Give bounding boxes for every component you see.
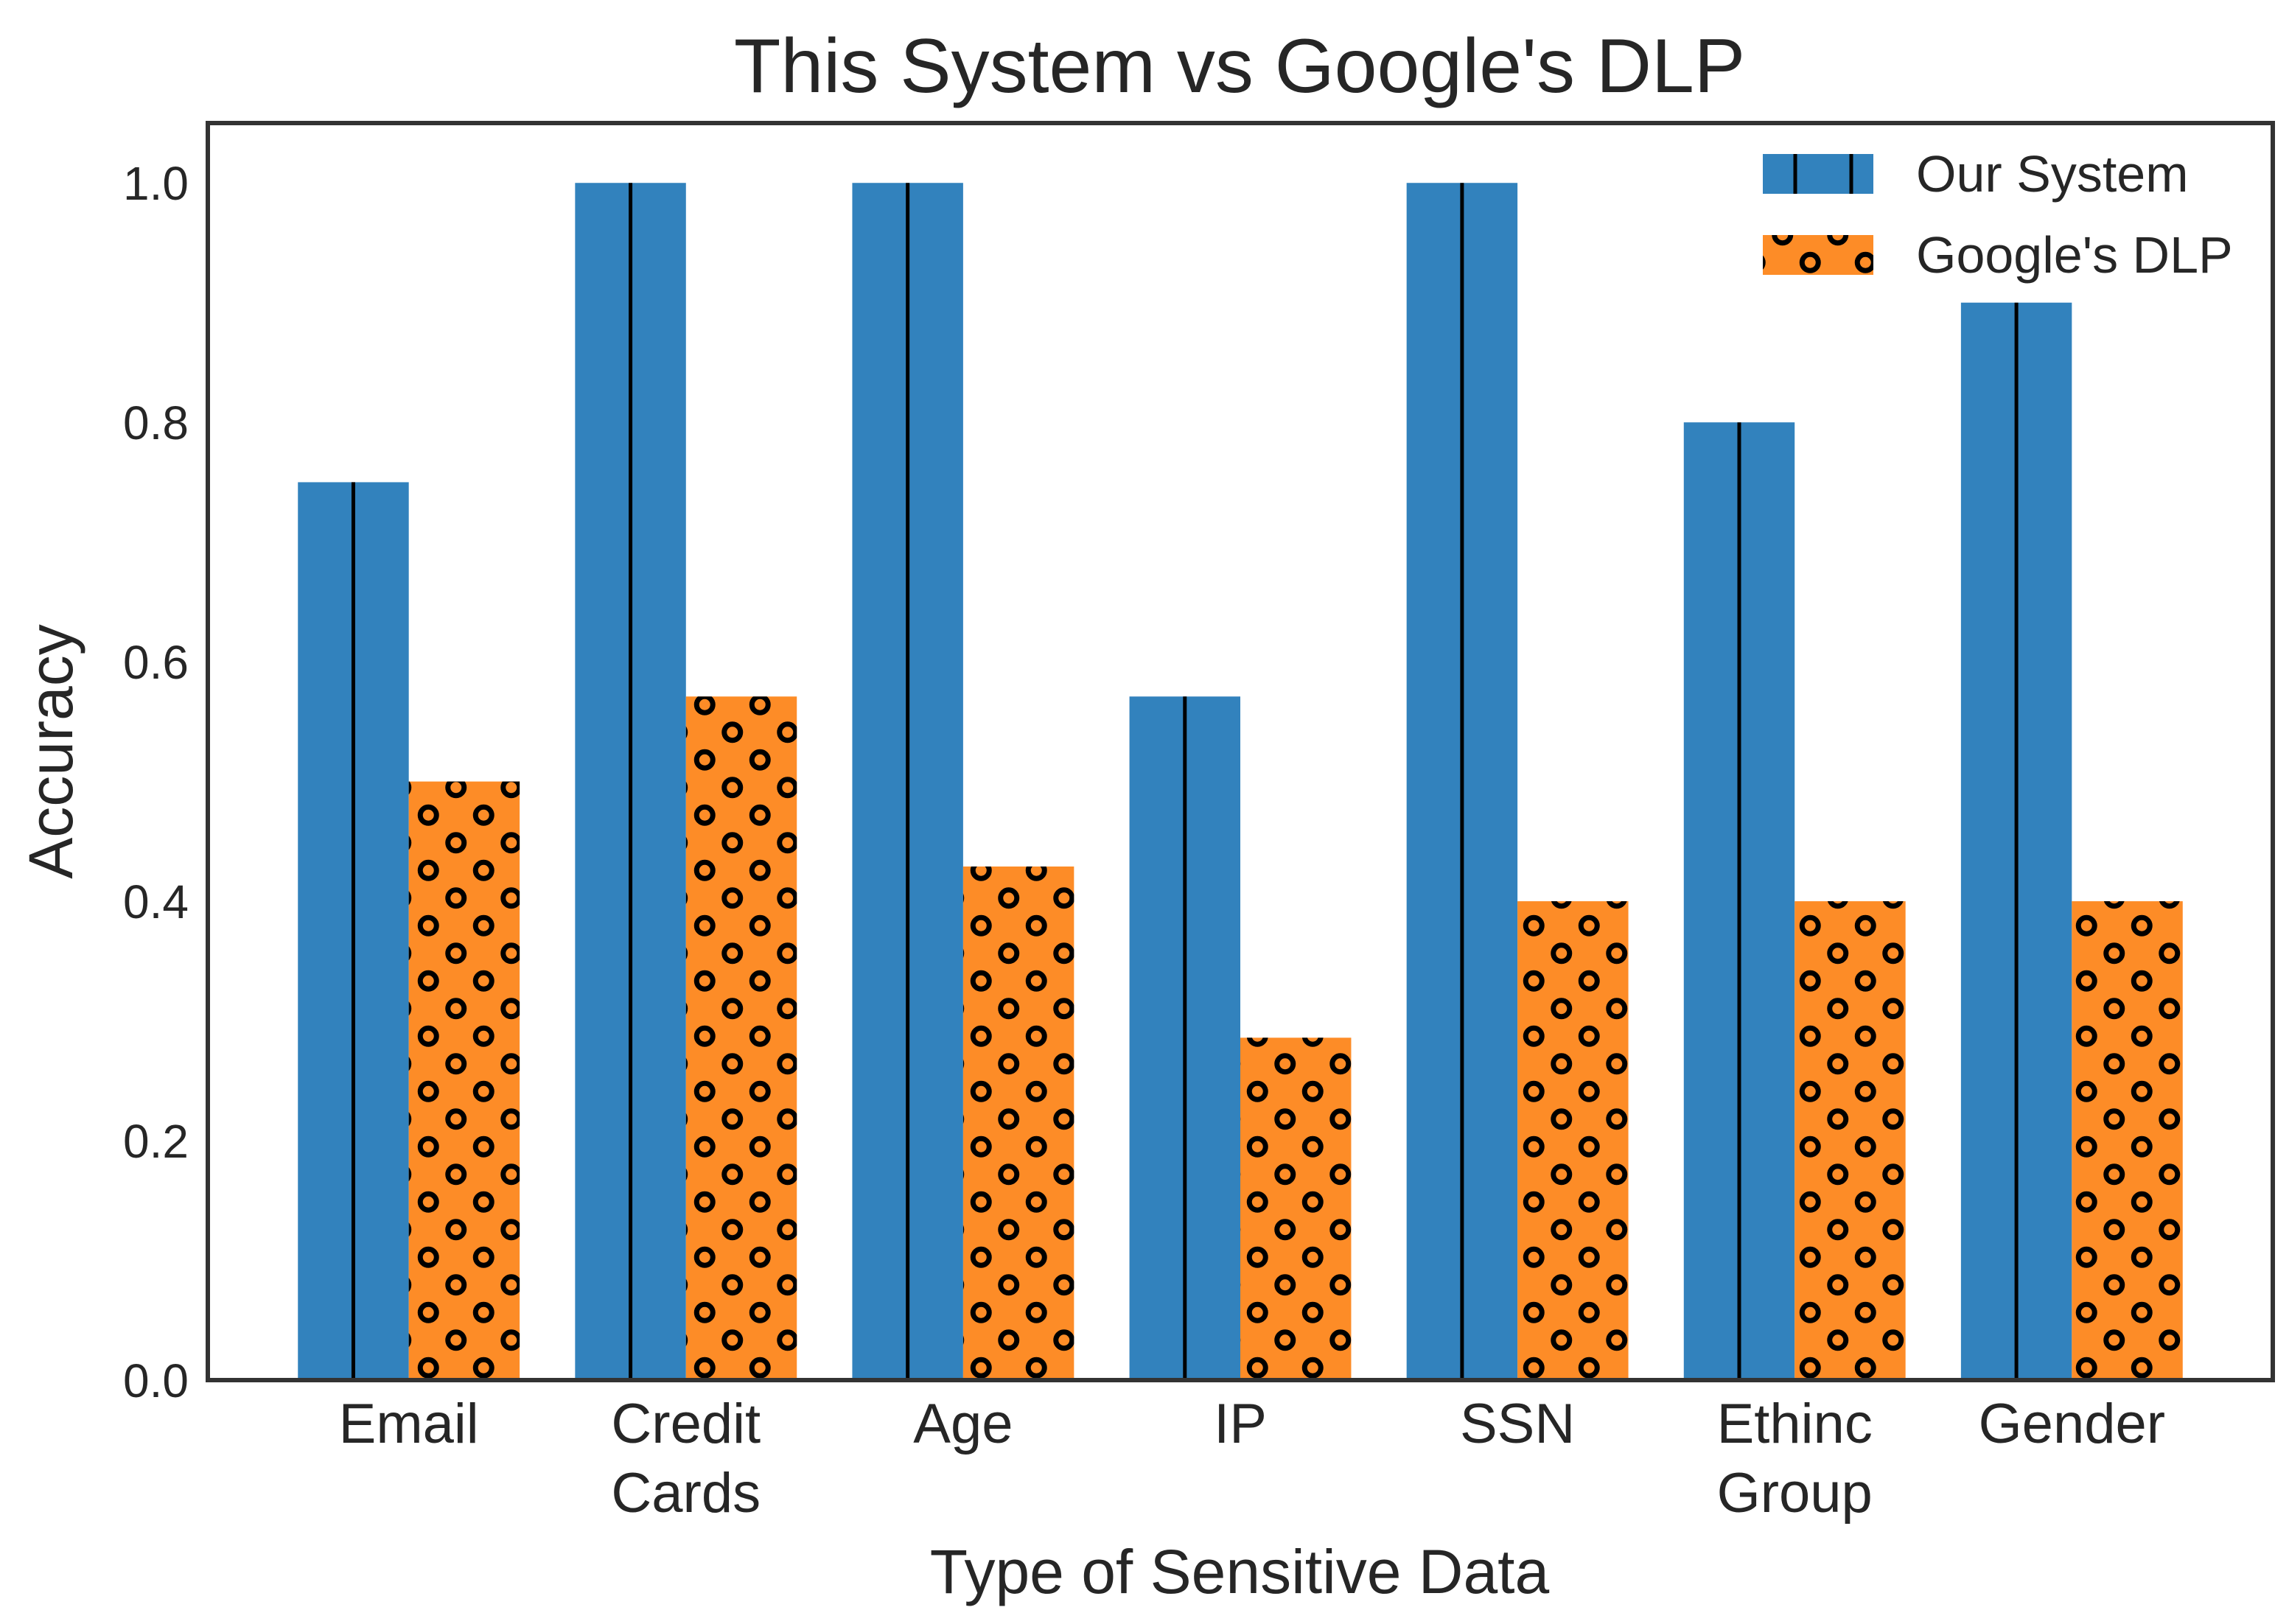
legend-swatch bbox=[1763, 154, 1873, 194]
x-tick-label: Age bbox=[913, 1393, 1013, 1455]
y-tick-label: 0.6 bbox=[123, 636, 189, 689]
bar-hatch-circles bbox=[685, 696, 797, 1380]
legend-item: Our System bbox=[1763, 145, 2189, 203]
bar-hatch-circles bbox=[2072, 901, 2183, 1380]
chart-title: This System vs Google's DLP bbox=[734, 24, 1745, 109]
bar-google-dlp bbox=[2072, 901, 2183, 1380]
y-tick-label: 0.0 bbox=[123, 1354, 189, 1407]
x-tick-label: IP bbox=[1214, 1393, 1267, 1455]
x-tick-label: Gender bbox=[1979, 1393, 2166, 1455]
bar-google-dlp bbox=[962, 866, 1074, 1380]
y-tick-label: 0.2 bbox=[123, 1115, 189, 1168]
x-tick-label-line: Age bbox=[913, 1393, 1013, 1455]
bar-google-dlp bbox=[1517, 901, 1629, 1380]
x-tick-label-line: Group bbox=[1717, 1462, 1873, 1525]
x-tick-label-line: IP bbox=[1214, 1393, 1267, 1455]
y-axis-ticks: 0.0 0.2 0.4 0.6 0.8 1.0 bbox=[123, 157, 189, 1407]
bar-our-system bbox=[298, 482, 409, 1380]
bar-hatch-circles bbox=[962, 866, 1074, 1380]
bar-hatch-circles bbox=[1240, 1037, 1352, 1380]
y-axis-label: Accuracy bbox=[16, 624, 85, 878]
bar-our-system bbox=[1129, 696, 1240, 1380]
x-axis-ticks: Email Credit Cards Age IP SSN Ethinc Group Gende… bbox=[339, 1393, 2165, 1525]
x-tick-label-line: Ethinc bbox=[1717, 1393, 1873, 1455]
y-tick-label: 0.8 bbox=[123, 396, 189, 449]
bar-our-system bbox=[852, 183, 963, 1381]
x-tick-label: Email bbox=[339, 1393, 479, 1455]
x-tick-label-line: Gender bbox=[1979, 1393, 2166, 1455]
x-tick-label: Ethinc Group bbox=[1717, 1393, 1873, 1525]
bar-hatch-circles bbox=[1794, 901, 1906, 1380]
x-axis-label: Type of Sensitive Data bbox=[930, 1537, 1550, 1606]
legend-label: Our System bbox=[1916, 145, 2189, 203]
legend-item: Google's DLP bbox=[1763, 226, 2233, 284]
y-tick-label: 1.0 bbox=[123, 157, 189, 210]
x-tick-label-line: Cards bbox=[611, 1462, 761, 1525]
bars bbox=[298, 183, 2183, 1381]
bar-google-dlp bbox=[408, 781, 520, 1380]
legend-label: Google's DLP bbox=[1916, 226, 2233, 284]
bar-our-system bbox=[1406, 183, 1518, 1381]
bar-google-dlp bbox=[685, 696, 797, 1380]
x-tick-label-line: SSN bbox=[1460, 1393, 1575, 1455]
bar-google-dlp bbox=[1794, 901, 1906, 1380]
bar-our-system bbox=[1960, 302, 2072, 1380]
y-tick-label: 0.4 bbox=[123, 875, 189, 928]
x-tick-label-line: Credit bbox=[611, 1393, 761, 1455]
bar-google-dlp bbox=[1240, 1037, 1352, 1380]
bar-hatch-circles bbox=[1517, 901, 1629, 1380]
legend: Our System Google's DLP bbox=[1763, 145, 2233, 284]
legend-swatch-hatch bbox=[1763, 235, 1873, 275]
bar-our-system bbox=[575, 183, 686, 1381]
bar-our-system bbox=[1683, 422, 1795, 1381]
bar-hatch-circles bbox=[408, 781, 520, 1380]
plot-frame bbox=[206, 121, 2275, 1382]
x-tick-label-line: Email bbox=[339, 1393, 479, 1455]
x-tick-label: SSN bbox=[1460, 1393, 1575, 1455]
x-tick-label: Credit Cards bbox=[611, 1393, 761, 1525]
